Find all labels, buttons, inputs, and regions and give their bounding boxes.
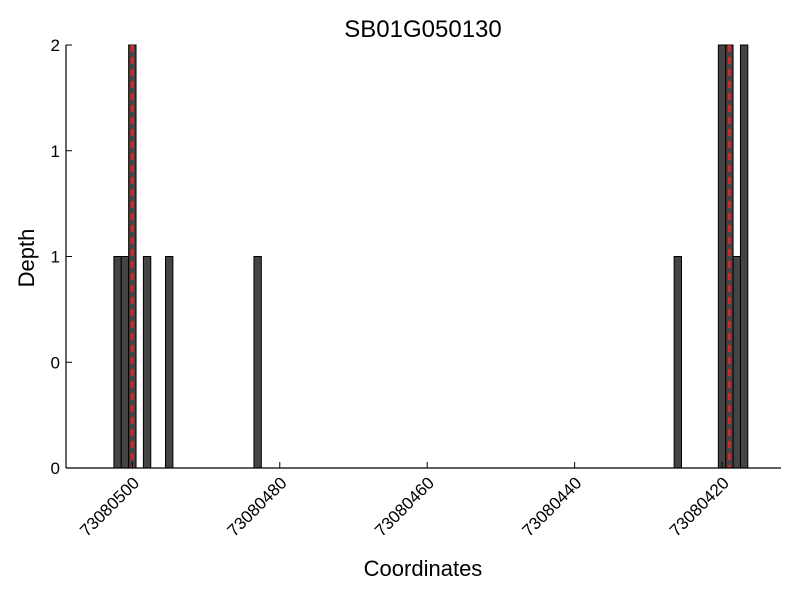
x-tick-label-3: 73080440 (519, 473, 586, 540)
depth-bar-10 (739, 44, 749, 469)
markers-group (130, 45, 731, 468)
x-ticks: 73080500 73080480 73080460 73080440 73080420 (76, 462, 733, 540)
y-axis-label: Depth (14, 229, 39, 288)
y-tick-label-1: 0 (51, 353, 60, 372)
x-tick-label-4: 73080420 (666, 473, 733, 540)
depth-bar-4 (165, 256, 174, 469)
depth-bar-1 (120, 256, 130, 469)
depth-bar-3 (142, 256, 152, 469)
x-tick-label-1: 73080480 (224, 473, 291, 540)
chart-title: SB01G050130 (344, 16, 501, 43)
x-tick-label-2: 73080460 (371, 473, 438, 540)
depth-bar-6 (673, 256, 682, 469)
x-tick-label-0: 73080500 (76, 473, 143, 540)
depth-bar-5 (253, 256, 262, 469)
x-axis-label: Coordinates (364, 556, 483, 581)
y-tick-label-0: 0 (51, 459, 60, 478)
depth-bar-0 (113, 256, 122, 469)
y-ticks: 0 0 1 1 2 (51, 36, 72, 478)
y-tick-label-4: 2 (51, 36, 60, 55)
depth-bar-9 (732, 256, 741, 469)
depth-bar-7 (717, 44, 727, 469)
bars-group (113, 44, 749, 469)
y-tick-label-3: 1 (51, 142, 60, 161)
y-tick-label-2: 1 (51, 248, 60, 267)
